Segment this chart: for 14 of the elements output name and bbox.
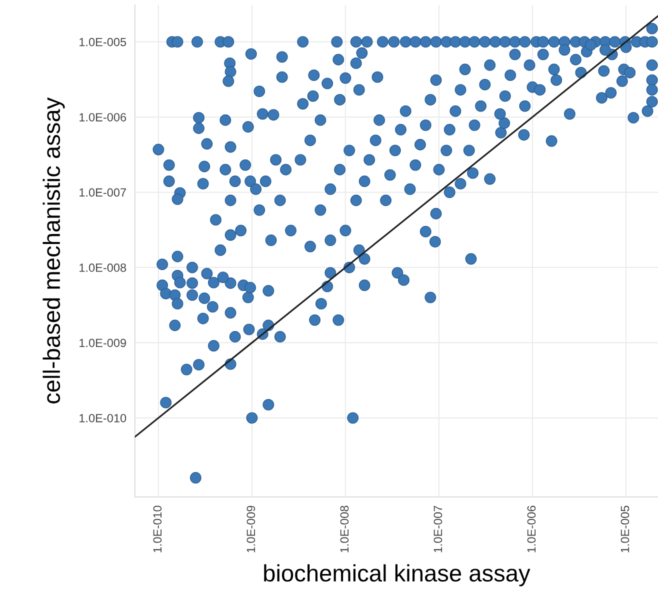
y-tick-label: 1.0E-007 bbox=[80, 188, 126, 197]
x-tick-label: 1.0E-007 bbox=[434, 506, 442, 552]
y-tick-label: 1.0E-005 bbox=[80, 38, 126, 46]
y-axis-title: cell-based mechanistic assay bbox=[42, 97, 65, 404]
y-tick-label: 1.0E-009 bbox=[80, 338, 126, 348]
y-tick-label: 1.0E-008 bbox=[80, 264, 126, 272]
y-tick-label: 1.0E-006 bbox=[80, 113, 126, 122]
x-axis-title: biochemical kinase assay bbox=[264, 564, 530, 586]
y-tick-label: 1.0E-010 bbox=[80, 414, 126, 422]
x-tick-label: 1.0E-009 bbox=[246, 506, 256, 552]
x-tick-label: 1.0E-005 bbox=[620, 506, 630, 552]
x-tick-label: 1.0E-010 bbox=[153, 506, 162, 552]
x-tick-label: 1.0E-006 bbox=[527, 506, 536, 552]
x-tick-label: 1.0E-008 bbox=[340, 506, 349, 552]
